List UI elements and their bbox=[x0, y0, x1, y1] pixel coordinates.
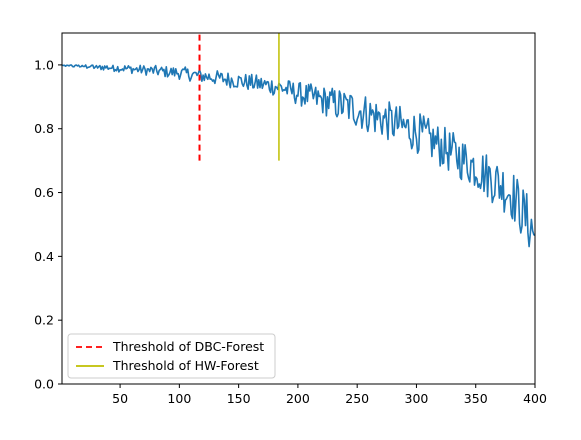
legend-label-hw-forest: Threshold of HW-Forest bbox=[112, 358, 259, 373]
x-tick-label: 200 bbox=[286, 391, 310, 406]
x-tick-label: 100 bbox=[167, 391, 191, 406]
legend: Threshold of DBC-Forest Threshold of HW-… bbox=[67, 333, 276, 379]
y-tick-label: 0.2 bbox=[34, 313, 54, 328]
y-tick-label: 0.8 bbox=[34, 121, 54, 136]
x-tick-label: 250 bbox=[345, 391, 369, 406]
x-tick-label: 150 bbox=[227, 391, 251, 406]
y-tick-label: 0.4 bbox=[34, 249, 54, 264]
x-tick-label: 300 bbox=[405, 391, 429, 406]
y-tick-label: 1.0 bbox=[34, 57, 54, 72]
y-axis-ticks: 0.0 0.2 0.4 0.6 0.8 1.0 bbox=[34, 57, 62, 392]
legend-label-dbc-forest: Threshold of DBC-Forest bbox=[112, 339, 264, 354]
plot-frame bbox=[61, 32, 536, 385]
y-tick-label: 0.6 bbox=[34, 185, 54, 200]
series-line bbox=[61, 64, 536, 248]
x-tick-label: 50 bbox=[112, 391, 128, 406]
x-axis-ticks: 50 100 150 200 250 300 350 400 bbox=[112, 384, 547, 406]
y-tick-label: 0.0 bbox=[34, 377, 54, 392]
legend-box bbox=[67, 333, 276, 379]
threshold-lines bbox=[198, 33, 280, 161]
x-tick-label: 350 bbox=[464, 391, 488, 406]
x-tick-label: 400 bbox=[523, 391, 547, 406]
